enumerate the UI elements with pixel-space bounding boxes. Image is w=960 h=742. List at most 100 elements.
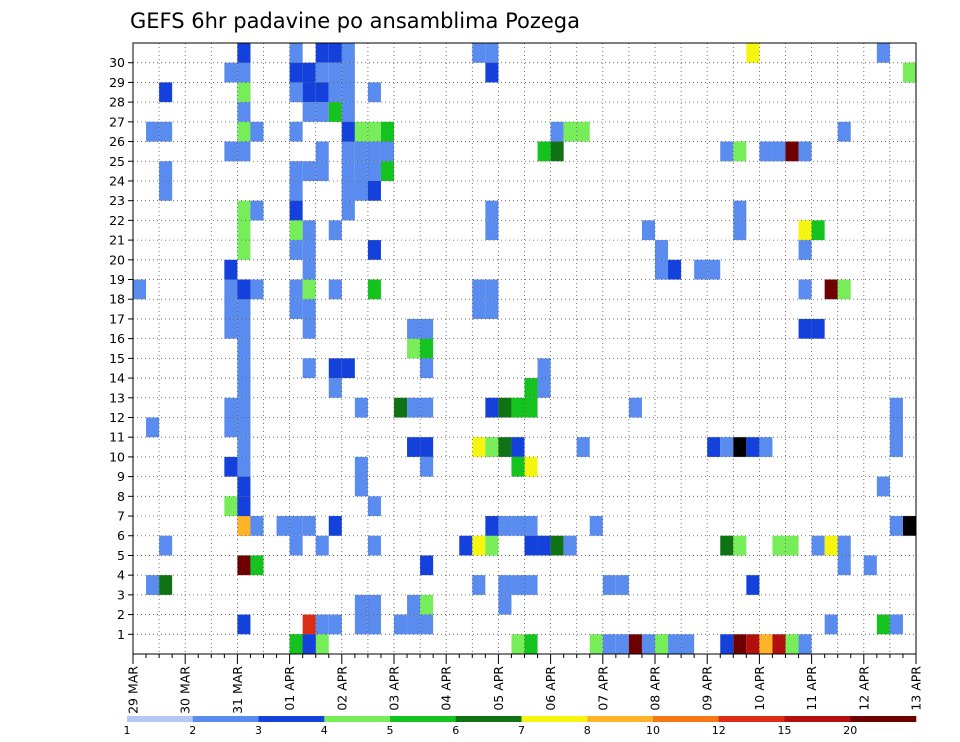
heatmap-cell: [563, 121, 577, 142]
heatmap-cell: [511, 437, 525, 457]
heatmap-cell: [537, 378, 551, 398]
heatmap-cell: [485, 279, 499, 300]
heatmap-cell: [746, 43, 760, 63]
heatmap-cell: [902, 516, 916, 536]
heatmap-cell: [354, 121, 368, 142]
x-tick-label: 01 APR: [282, 666, 297, 711]
heatmap-cell: [341, 180, 355, 201]
heatmap-cell: [511, 516, 525, 536]
colorbar-label: 4: [321, 724, 328, 737]
heatmap-cell: [341, 200, 355, 221]
heatmap-cell: [289, 200, 303, 221]
heatmap-cell: [720, 141, 734, 162]
heatmap-cell: [563, 535, 577, 556]
heatmap-cell: [407, 594, 421, 615]
heatmap-cell: [498, 575, 512, 595]
heatmap-cell: [420, 358, 434, 379]
heatmap-cell: [485, 535, 499, 556]
heatmap-cell: [276, 516, 290, 536]
heatmap-cell: [146, 121, 160, 142]
heatmap-cell: [472, 535, 486, 556]
heatmap-cell: [420, 437, 434, 457]
heatmap-cell: [159, 121, 173, 142]
heatmap-cell: [237, 555, 251, 576]
heatmap-cell: [902, 62, 916, 83]
heatmap-cell: [237, 437, 251, 457]
heatmap-cell: [289, 43, 303, 63]
grid-lines: [133, 43, 916, 654]
heatmap-cell: [550, 141, 564, 162]
heatmap-cell: [733, 141, 747, 162]
heatmap-cell: [224, 279, 238, 300]
heatmap-cell: [628, 397, 642, 418]
heatmap-cell: [759, 141, 773, 162]
heatmap-cell: [641, 634, 655, 654]
y-tick-label: 5: [117, 548, 125, 563]
heatmap-cell: [876, 43, 890, 63]
heatmap-cell: [889, 397, 903, 418]
heatmap-cell: [759, 634, 773, 654]
x-tick-label: 02 APR: [334, 666, 349, 711]
colorbar-segment: [324, 716, 391, 722]
heatmap-cell: [250, 279, 264, 300]
heatmap-cell: [498, 516, 512, 536]
heatmap-cell: [537, 141, 551, 162]
heatmap-cell: [224, 299, 238, 319]
colorbar-label: 3: [255, 724, 262, 737]
heatmap-cell: [354, 161, 368, 181]
heatmap-cell: [472, 299, 486, 319]
heatmap-cell: [315, 614, 329, 635]
heatmap-cell: [733, 220, 747, 241]
heatmap-cell: [837, 555, 851, 576]
heatmap-cell: [289, 180, 303, 201]
x-tick-label: 08 APR: [648, 666, 663, 711]
colorbar-segment: [127, 716, 194, 722]
heatmap-cell: [341, 102, 355, 122]
heatmap-cell: [889, 417, 903, 438]
heatmap-cell: [289, 279, 303, 300]
heatmap-cell: [328, 279, 342, 300]
heatmap-cell: [328, 102, 342, 122]
heatmap-cell: [237, 141, 251, 162]
heatmap-cell: [615, 575, 629, 595]
heatmap-cell: [459, 535, 473, 556]
heatmap-cell: [524, 397, 538, 418]
heatmap-cell: [341, 141, 355, 162]
heatmap-cell: [472, 437, 486, 457]
heatmap-cell: [315, 102, 329, 122]
colorbar-segment: [784, 716, 851, 722]
heatmap-cell: [798, 634, 812, 654]
y-tick-label: 2: [117, 607, 125, 622]
heatmap-cell: [302, 299, 316, 319]
heatmap-cell: [289, 535, 303, 556]
heatmap-cell: [237, 82, 251, 103]
heatmap-cell: [367, 279, 381, 300]
heatmap-cell: [159, 180, 173, 201]
heatmap-cell: [341, 358, 355, 379]
heatmap-cell: [302, 259, 316, 280]
heatmap-cell: [237, 378, 251, 398]
heatmap-cell: [315, 634, 329, 654]
heatmap-cell: [589, 516, 603, 536]
heatmap-cell: [328, 220, 342, 241]
heatmap-cell: [367, 180, 381, 201]
heatmap-cell: [237, 476, 251, 497]
heatmap-cell: [420, 318, 434, 339]
heatmap-cell: [798, 240, 812, 260]
colorbar-label: 6: [452, 724, 459, 737]
heatmap-cell: [537, 535, 551, 556]
x-tick-label: 29 MAR: [126, 666, 141, 714]
colorbar-segment: [718, 716, 785, 722]
heatmap-cell: [302, 516, 316, 536]
heatmap-cell: [772, 141, 786, 162]
y-tick-label: 11: [109, 430, 125, 445]
heatmap-cell: [420, 614, 434, 635]
heatmap-cell: [224, 417, 238, 438]
y-tick-label: 26: [109, 134, 125, 149]
heatmap-cell: [224, 141, 238, 162]
y-tick-label: 20: [109, 252, 125, 267]
heatmap-cell: [354, 476, 368, 497]
heatmap-cell: [367, 594, 381, 615]
heatmap-cell: [798, 220, 812, 241]
